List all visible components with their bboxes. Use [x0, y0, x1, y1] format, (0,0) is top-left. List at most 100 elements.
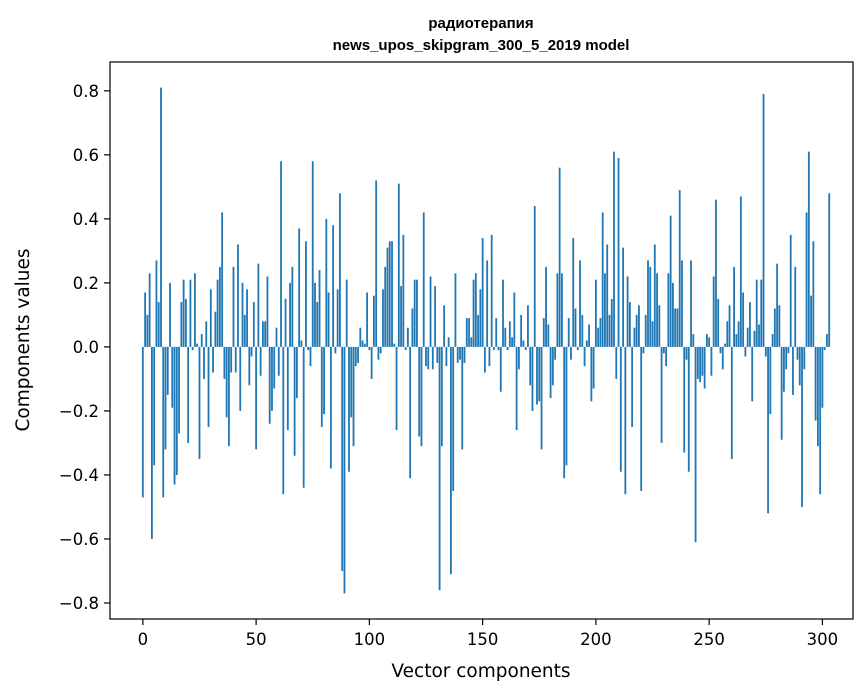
bar-167 — [520, 314, 523, 347]
bar-172 — [531, 346, 534, 411]
bar-284 — [785, 346, 788, 370]
bar-56 — [268, 346, 271, 424]
bar-16 — [178, 346, 180, 434]
bar-118 — [409, 346, 412, 479]
bar-278 — [771, 334, 774, 347]
bar-290 — [798, 346, 801, 386]
bar-163 — [511, 337, 513, 347]
bar-264 — [739, 196, 742, 347]
bar-27 — [203, 346, 205, 379]
bar-233 — [669, 215, 672, 347]
bar-273 — [760, 279, 763, 347]
bar-2 — [146, 314, 149, 347]
bar-64 — [286, 346, 289, 431]
bar-265 — [742, 292, 745, 347]
bar-287 — [792, 346, 794, 395]
bar-102 — [372, 295, 375, 347]
bar-101 — [370, 346, 373, 379]
bar-257 — [724, 343, 726, 347]
bar-262 — [735, 334, 738, 347]
bar-31 — [212, 346, 214, 373]
bar-131 — [438, 346, 441, 591]
bar-60 — [277, 346, 280, 376]
x-tick-label: 100 — [354, 630, 386, 649]
bar-54 — [264, 321, 267, 347]
bar-259 — [728, 305, 731, 347]
bar-19 — [184, 298, 187, 347]
bar-42 — [237, 244, 239, 347]
bar-140 — [459, 346, 461, 360]
bar-17 — [180, 302, 183, 347]
bar-196 — [585, 340, 588, 347]
bar-207 — [610, 298, 613, 347]
bar-274 — [762, 94, 765, 347]
bar-48 — [250, 346, 253, 357]
bar-114 — [400, 286, 402, 347]
bar-245 — [696, 346, 699, 379]
bar-223 — [647, 260, 649, 347]
bar-81 — [325, 218, 328, 347]
bar-156 — [495, 318, 498, 347]
bar-89 — [343, 346, 346, 594]
bar-189 — [570, 346, 572, 360]
bar-292 — [803, 346, 806, 370]
bar-248 — [703, 346, 706, 389]
bar-144 — [468, 318, 470, 347]
bar-258 — [726, 321, 729, 347]
bar-146 — [472, 279, 475, 347]
bar-58 — [273, 346, 276, 389]
bar-161 — [506, 346, 509, 351]
bar-148 — [477, 314, 480, 347]
bar-26 — [200, 334, 203, 347]
bar-251 — [710, 346, 713, 376]
bar-12 — [169, 282, 171, 347]
bar-183 — [556, 273, 559, 347]
bar-96 — [359, 327, 362, 347]
bar-169 — [524, 346, 527, 351]
bar-230 — [662, 346, 665, 354]
y-axis: −0.8 −0.6 −0.4 −0.2 0.0 0.2 0.4 0.6 0.8 — [59, 82, 110, 613]
bar-59 — [275, 327, 278, 347]
bar-145 — [470, 337, 473, 347]
y-tick-label: −0.8 — [59, 594, 99, 613]
bar-217 — [633, 327, 636, 347]
bar-186 — [563, 346, 566, 479]
bar-295 — [810, 295, 812, 347]
bar-176 — [540, 346, 543, 450]
bar-74 — [309, 346, 312, 367]
bar-61 — [280, 161, 282, 347]
bar-116 — [404, 346, 407, 351]
bar-37 — [225, 346, 228, 418]
bar-77 — [316, 302, 319, 347]
bar-250 — [708, 337, 711, 347]
bar-288 — [794, 266, 797, 347]
y-tick-label: −0.2 — [59, 402, 99, 421]
bar-138 — [454, 273, 457, 347]
bar-197 — [588, 324, 590, 347]
bar-18 — [182, 279, 185, 347]
bar-134 — [445, 346, 448, 367]
bar-299 — [819, 346, 822, 495]
bar-227 — [656, 273, 658, 347]
bar-28 — [205, 321, 208, 347]
bar-208 — [613, 151, 615, 347]
bar-296 — [812, 241, 815, 347]
bar-80 — [323, 346, 325, 415]
bar-4 — [151, 346, 153, 539]
bar-243 — [692, 334, 695, 347]
bar-95 — [357, 346, 359, 363]
bar-157 — [497, 346, 500, 351]
bar-119 — [411, 308, 414, 347]
bar-220 — [640, 346, 643, 491]
bar-219 — [638, 305, 640, 347]
bar-168 — [522, 340, 525, 347]
bar-120 — [413, 279, 416, 347]
bar-261 — [733, 266, 735, 347]
bar-255 — [719, 346, 722, 354]
bar-133 — [443, 305, 446, 347]
bar-108 — [386, 247, 389, 347]
bar-0 — [141, 346, 144, 498]
bar-122 — [418, 346, 421, 437]
bar-99 — [366, 292, 369, 347]
bar-279 — [773, 308, 776, 347]
